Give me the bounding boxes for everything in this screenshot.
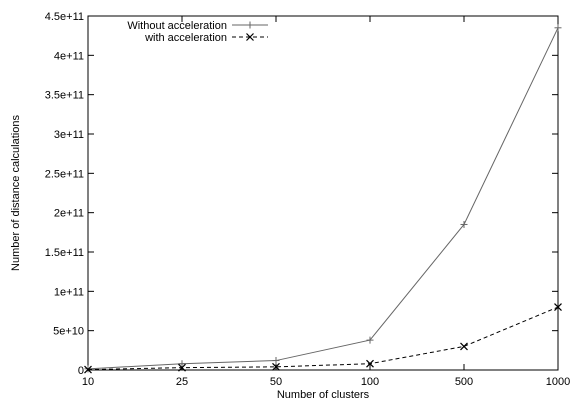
plot-area <box>87 15 559 371</box>
legend-label: with acceleration <box>144 32 227 44</box>
x-tick-label: 10 <box>82 376 94 388</box>
x-tick-label: 500 <box>455 376 473 388</box>
series-line <box>87 306 559 371</box>
series-layer <box>84 24 562 374</box>
x-tick-label: 100 <box>361 376 379 388</box>
point-marker <box>84 365 92 374</box>
x-tick-label: 25 <box>176 376 188 388</box>
point-marker <box>366 359 374 368</box>
series-2 <box>84 303 562 374</box>
data-point <box>272 357 280 365</box>
y-tick-label: 2.5e+11 <box>45 168 84 180</box>
data-point <box>554 24 562 32</box>
data-point <box>178 360 186 368</box>
data-point <box>272 362 280 371</box>
data-point <box>178 363 186 372</box>
series-1 <box>84 24 562 373</box>
data-point <box>366 336 374 344</box>
point-marker <box>178 363 186 372</box>
x-tick-label: 50 <box>270 376 282 388</box>
x-tick-label: 1000 <box>546 376 570 388</box>
data-point <box>366 359 374 368</box>
y-tick-label: 5e+10 <box>53 326 84 338</box>
legend-label: Without acceleration <box>127 20 227 32</box>
legend-marker <box>246 33 254 41</box>
y-tick-label: 1e+11 <box>54 286 84 298</box>
y-tick-label: 1.5e+11 <box>45 247 84 259</box>
data-point <box>460 220 468 228</box>
y-axis-label: Number of distance calculations <box>10 115 22 271</box>
point-marker <box>272 362 280 371</box>
y-axis: 0 5e+10 1e+11 1.5e+11 2e+11 2.5e+11 3e+11 3.5e+… <box>45 11 558 377</box>
y-tick-label: 4.5e+11 <box>45 11 84 23</box>
y-tick-label: 4e+11 <box>54 50 84 62</box>
point-marker <box>554 303 562 311</box>
y-tick-label: 3e+11 <box>54 129 84 141</box>
y-tick-label: 0 <box>78 365 84 377</box>
data-point <box>84 365 92 374</box>
point-marker <box>460 342 468 351</box>
data-point <box>460 342 468 351</box>
y-tick-label: 2e+11 <box>54 208 84 220</box>
y-tick-label: 3.5e+11 <box>45 90 84 102</box>
series-line <box>87 27 559 370</box>
x-axis: 10 25 50 100 500 1000 <box>82 16 570 388</box>
data-point <box>554 303 562 311</box>
x-axis-label: Number of clusters <box>277 389 370 401</box>
